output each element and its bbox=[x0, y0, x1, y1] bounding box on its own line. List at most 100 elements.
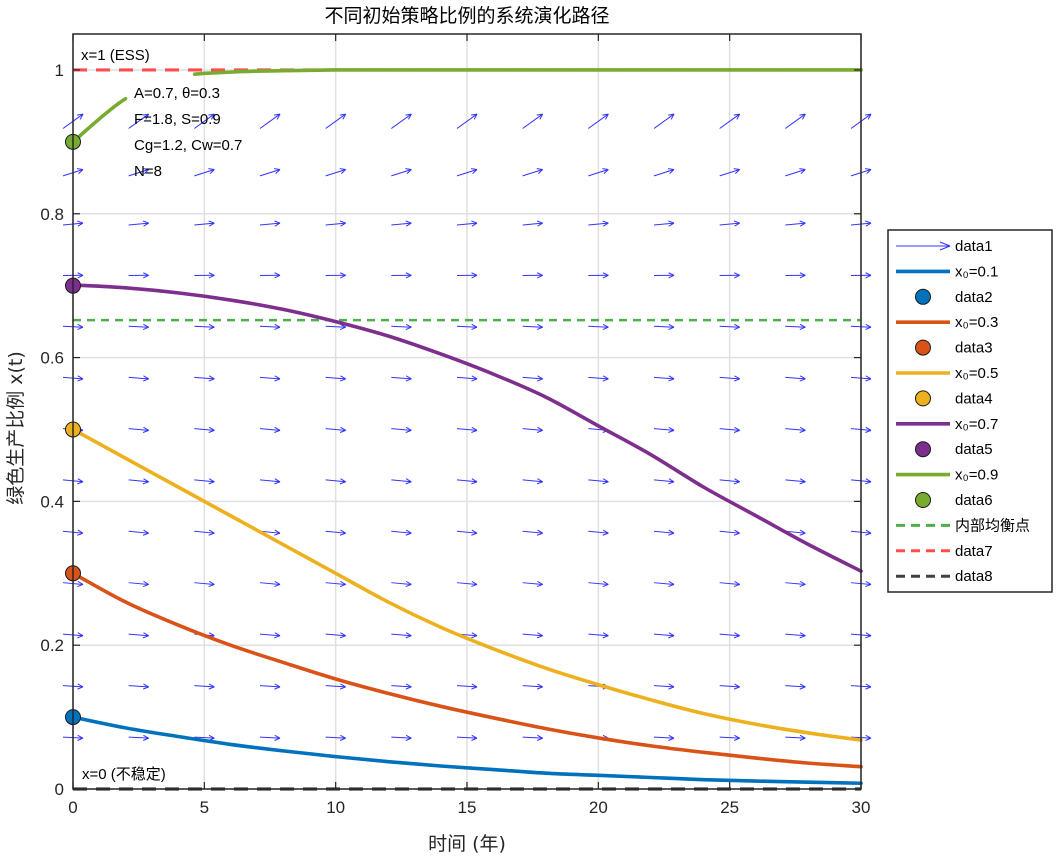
arrow-head bbox=[537, 222, 543, 227]
arrow-shaft bbox=[785, 376, 806, 380]
arrow-head bbox=[79, 113, 84, 120]
arrow-head bbox=[405, 274, 412, 279]
y-tick-label-5: 1 bbox=[55, 61, 64, 80]
legend-item-5: data3 bbox=[915, 339, 993, 357]
arrow-head bbox=[143, 734, 149, 739]
arrow-head bbox=[539, 113, 544, 120]
arrow-shaft bbox=[391, 685, 412, 688]
arrow-head bbox=[142, 429, 149, 433]
direction-arrow bbox=[719, 113, 741, 129]
series-line-1 bbox=[71, 715, 863, 786]
arrow-shaft bbox=[259, 685, 281, 688]
arrow-head bbox=[536, 737, 543, 741]
legend-box bbox=[887, 229, 1053, 593]
arrow-head bbox=[799, 272, 806, 276]
arrow-head bbox=[799, 683, 806, 688]
direction-arrow bbox=[719, 632, 740, 639]
arrow-shaft bbox=[128, 582, 149, 585]
unstable-annotation: x=0 (不稳定) bbox=[82, 766, 166, 783]
arrow-head bbox=[405, 481, 412, 485]
direction-arrow bbox=[588, 168, 609, 177]
arrow-head bbox=[865, 375, 872, 380]
arrow-head bbox=[668, 580, 675, 585]
direction-arrow bbox=[653, 426, 675, 433]
arrow-shaft bbox=[719, 530, 740, 534]
arrow-head bbox=[77, 632, 84, 637]
arrow-shaft bbox=[653, 428, 675, 431]
arrow-head bbox=[602, 323, 609, 328]
series-line-4 bbox=[71, 283, 863, 573]
arrow-head bbox=[405, 583, 412, 588]
arrow-shaft bbox=[391, 479, 412, 483]
arrow-head bbox=[339, 635, 346, 639]
arrow-head bbox=[208, 478, 215, 483]
arrow-shaft bbox=[588, 169, 609, 177]
arrow-head bbox=[471, 734, 478, 739]
direction-arrow bbox=[325, 478, 346, 485]
arrow-head bbox=[340, 632, 346, 637]
direction-arrow bbox=[259, 426, 281, 433]
arrow-shaft bbox=[653, 685, 675, 688]
arrow-shaft bbox=[653, 113, 675, 129]
arrow-head bbox=[208, 222, 215, 227]
direction-arrow bbox=[194, 220, 215, 227]
arrow-head bbox=[340, 169, 347, 174]
arrow-shaft bbox=[456, 428, 478, 431]
arrow-head bbox=[733, 686, 740, 690]
arrow-head bbox=[208, 426, 215, 431]
arrow-head bbox=[142, 481, 149, 485]
direction-arrow bbox=[522, 632, 543, 639]
arrow-shaft bbox=[128, 169, 149, 177]
arrow-head bbox=[405, 632, 412, 637]
arrow-shaft bbox=[785, 113, 806, 129]
arrow-shaft bbox=[128, 376, 149, 380]
direction-arrow bbox=[194, 580, 215, 588]
arrow-shaft bbox=[588, 530, 609, 534]
arrow-head bbox=[799, 274, 806, 279]
direction-arrow bbox=[128, 426, 149, 433]
direction-arrow bbox=[325, 168, 347, 177]
arrow-shaft bbox=[391, 222, 412, 226]
direction-arrow bbox=[522, 323, 543, 331]
arrow-shaft bbox=[259, 113, 281, 129]
arrow-head bbox=[537, 734, 543, 739]
arrow-head bbox=[405, 168, 412, 170]
arrow-shaft bbox=[128, 479, 149, 483]
arrow-head bbox=[733, 635, 740, 639]
direction-arrow bbox=[653, 478, 675, 485]
arrow-head bbox=[208, 323, 215, 328]
axis-ticks: 0 5 10 15 20 25 30 0 0.2 0.4 0.6 0.8 1 bbox=[40, 34, 870, 817]
arrow-shaft bbox=[522, 222, 543, 226]
arrow-head bbox=[866, 169, 872, 174]
arrow-shaft bbox=[259, 169, 281, 177]
arrow-head bbox=[734, 169, 741, 174]
arrow-head bbox=[865, 583, 872, 588]
arrow-head bbox=[799, 378, 806, 382]
arrow-head bbox=[274, 272, 281, 276]
arrow-head bbox=[340, 426, 346, 431]
direction-arrow bbox=[522, 580, 543, 588]
arrow-head bbox=[733, 378, 740, 382]
arrow-head bbox=[471, 113, 478, 116]
direction-arrow bbox=[259, 323, 281, 331]
arrow-head bbox=[734, 580, 740, 585]
direction-arrow bbox=[785, 734, 806, 741]
arrow-shaft bbox=[522, 428, 543, 431]
arrow-head bbox=[142, 113, 149, 116]
legend-item-2: x₀=0.1 bbox=[896, 263, 998, 280]
direction-arrow bbox=[456, 113, 478, 129]
arrow-head bbox=[865, 426, 872, 431]
arrow-head bbox=[471, 583, 478, 588]
arrow-shaft bbox=[785, 479, 806, 483]
legend-item-3: data2 bbox=[915, 288, 993, 306]
arrow-head bbox=[536, 583, 543, 588]
arrow-head bbox=[799, 323, 806, 328]
arrow-head bbox=[734, 222, 740, 227]
arrow-head bbox=[602, 529, 609, 534]
arrow-head bbox=[77, 222, 84, 227]
arrow-head bbox=[537, 632, 543, 637]
arrow-head bbox=[799, 220, 806, 224]
direction-arrow bbox=[325, 426, 346, 433]
arrow-shaft bbox=[522, 633, 543, 637]
